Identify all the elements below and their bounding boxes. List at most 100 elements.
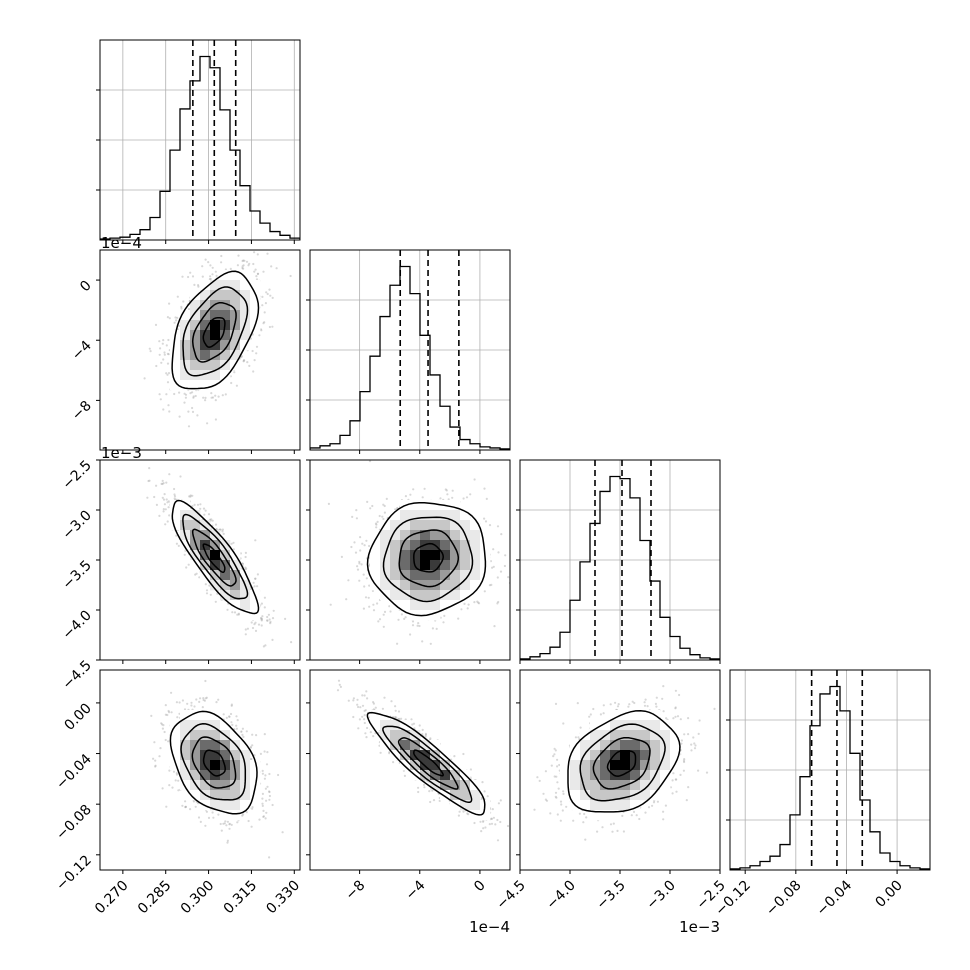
density-cell: [410, 510, 421, 521]
x-tick-label-0-1: 0.285: [135, 878, 175, 918]
scatter-point: [214, 399, 217, 402]
density-cell: [580, 780, 591, 791]
scatter-point: [193, 705, 196, 708]
scatter-point: [413, 727, 416, 730]
density-cell: [220, 740, 231, 751]
scatter-point: [473, 821, 476, 825]
scatter-point: [362, 573, 365, 576]
density-cell: [370, 570, 381, 581]
density-cell: [640, 780, 651, 791]
scatter-point: [164, 738, 167, 742]
density-cell: [470, 520, 481, 531]
density-cell: [370, 720, 381, 731]
scatter-point: [267, 613, 270, 616]
scatter-point: [237, 612, 240, 615]
scatter-point: [361, 694, 364, 697]
scatter-point: [241, 727, 244, 730]
density-cell: [210, 530, 221, 541]
density-cell: [380, 560, 391, 571]
scatter-point: [244, 628, 247, 631]
x-tick-label-1-1: −4: [403, 877, 429, 903]
scatter-point: [162, 508, 165, 511]
scatter-point: [254, 577, 257, 580]
density-cell: [180, 340, 191, 351]
density-cell: [390, 720, 401, 731]
scatter-point: [460, 608, 463, 611]
density-cell: [250, 760, 261, 771]
scatter-point: [340, 555, 343, 559]
scatter-point: [614, 701, 617, 704]
density-cell: [180, 320, 191, 331]
scatter-point: [429, 642, 432, 645]
scatter-point: [371, 504, 374, 508]
scatter-point: [261, 615, 264, 618]
density-cell: [620, 750, 631, 761]
scatter-point: [265, 811, 268, 814]
density-cell: [190, 540, 201, 551]
scatter-point: [669, 786, 673, 789]
scatter-point: [457, 617, 460, 620]
scatter-point: [365, 690, 368, 693]
scatter-point: [368, 584, 371, 587]
scatter-point: [263, 321, 266, 324]
density-cell: [230, 730, 241, 741]
x-tick-label-2-1: −4.0: [543, 878, 578, 913]
density-cell: [630, 800, 641, 811]
scatter-point: [167, 709, 170, 713]
scatter-point: [394, 709, 397, 712]
scatter-point: [616, 705, 620, 708]
density-cell: [220, 540, 231, 551]
density-cell: [210, 780, 221, 791]
density-cell: [180, 710, 191, 721]
panel-2-0: [96, 459, 301, 664]
density-cell: [600, 740, 611, 751]
scatter-point: [458, 810, 461, 813]
scatter-point: [355, 509, 358, 512]
scatter-point: [536, 776, 539, 779]
scatter-point: [359, 536, 362, 539]
scatter-point: [253, 359, 256, 362]
scatter-point: [235, 715, 238, 718]
scatter-point: [358, 718, 361, 721]
density-cell: [400, 540, 411, 551]
density-cell: [170, 360, 181, 371]
scatter-point: [482, 820, 485, 823]
scatter-point: [230, 381, 233, 385]
scatter-point: [255, 345, 259, 348]
scatter-point: [372, 708, 375, 711]
scatter-point: [254, 621, 257, 624]
scatter-point: [154, 765, 157, 768]
scatter-point: [198, 700, 201, 704]
scatter-point: [356, 568, 360, 571]
scatter-point: [191, 505, 194, 508]
density-cell: [430, 740, 441, 751]
scatter-point: [556, 758, 559, 761]
scatter-point: [481, 781, 484, 784]
scatter-point: [184, 806, 187, 809]
density-cell: [610, 710, 621, 721]
scatter-point: [694, 744, 697, 747]
scatter-point: [266, 615, 269, 619]
scatter-point: [375, 526, 378, 529]
scatter-point: [385, 497, 388, 500]
density-cell: [590, 790, 601, 801]
scatter-point: [160, 482, 163, 485]
density-cell: [600, 760, 611, 771]
scatter-point: [191, 406, 194, 410]
density-cell: [170, 500, 181, 511]
scatter-point: [154, 764, 157, 767]
scatter-point: [184, 805, 187, 808]
scatter-point: [189, 495, 192, 498]
scatter-point: [268, 790, 271, 794]
scatter-point: [172, 770, 176, 773]
scatter-point: [270, 265, 273, 268]
density-cell: [410, 740, 421, 751]
scatter-point: [197, 284, 200, 287]
contour-2: [182, 286, 249, 377]
scatter-point: [217, 698, 220, 701]
density-cell: [580, 800, 591, 811]
density-cell: [170, 370, 181, 381]
scatter-point: [382, 625, 385, 628]
density-grid: [170, 500, 261, 621]
scatter-point: [266, 619, 269, 622]
